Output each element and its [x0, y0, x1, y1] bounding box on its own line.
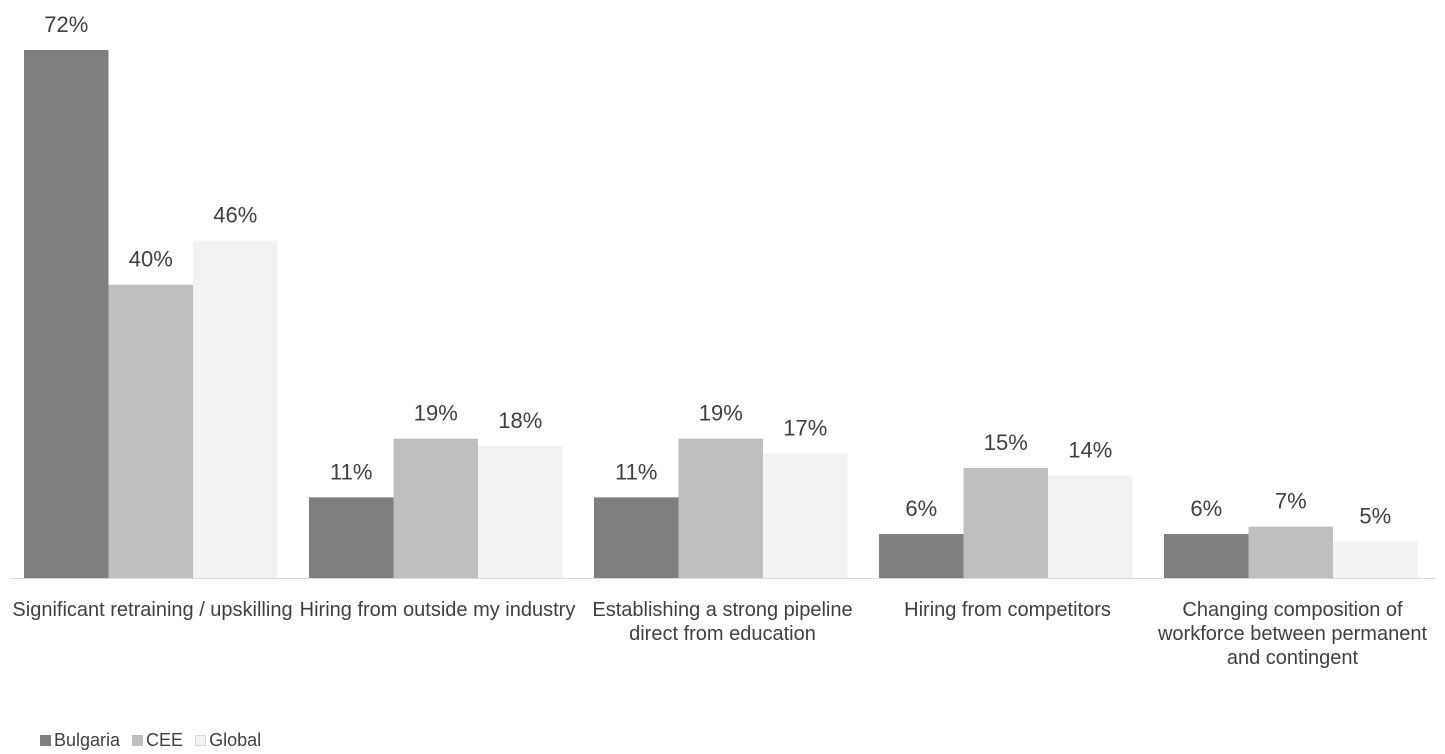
- bar-bulgaria-4: [879, 534, 964, 578]
- bar-global-2: [478, 446, 563, 578]
- data-label-cee-5: 7%: [1275, 489, 1307, 514]
- bar-cee-4: [963, 468, 1048, 578]
- legend-label-cee: CEE: [146, 730, 184, 750]
- bar-cee-2: [393, 438, 478, 578]
- bar-cee-1: [108, 284, 193, 578]
- data-label-global-1: 46%: [213, 203, 257, 228]
- data-label-bulgaria-2: 11%: [330, 459, 372, 484]
- data-label-bulgaria-5: 6%: [1190, 496, 1222, 521]
- data-label-bulgaria-3: 11%: [615, 459, 657, 484]
- bar-bulgaria-5: [1164, 534, 1249, 578]
- bar-global-3: [763, 453, 848, 578]
- legend-label-global: Global: [209, 730, 262, 750]
- legend-swatch-global: [195, 734, 207, 746]
- data-label-global-3: 17%: [783, 415, 827, 440]
- legend-label-bulgaria: Bulgaria: [54, 730, 121, 750]
- data-label-global-4: 14%: [1068, 437, 1112, 462]
- category-label-4: Hiring from competitors: [904, 599, 1111, 621]
- legend: Bulgaria CEE Global: [40, 730, 273, 750]
- category-label-1: Significant retraining / upskilling: [12, 599, 293, 621]
- bar-cee-3: [678, 438, 763, 578]
- legend-swatch-cee: [132, 734, 144, 746]
- bar-cee-5: [1248, 526, 1333, 578]
- category-label-5: Changing composition of workforce betwee…: [1157, 599, 1428, 669]
- legend-item-cee: CEE: [132, 730, 183, 750]
- legend-item-bulgaria: Bulgaria: [40, 730, 120, 750]
- legend-swatch-bulgaria: [40, 734, 51, 746]
- bar-bulgaria-3: [594, 497, 679, 578]
- category-label-3: Establishing a strong pipeline direct fr…: [592, 599, 853, 645]
- bar-global-1: [193, 240, 278, 578]
- data-label-cee-3: 19%: [699, 401, 743, 426]
- bar-global-5: [1333, 541, 1418, 578]
- legend-item-global: Global: [195, 730, 261, 750]
- bar-bulgaria-1: [24, 50, 109, 578]
- data-label-global-2: 18%: [498, 408, 542, 433]
- data-label-global-5: 5%: [1359, 503, 1391, 528]
- data-label-cee-4: 15%: [984, 430, 1028, 455]
- category-label-2: Hiring from outside my industry: [299, 599, 576, 621]
- data-label-bulgaria-4: 6%: [905, 496, 937, 521]
- bar-bulgaria-2: [309, 497, 394, 578]
- bar-global-4: [1048, 475, 1133, 578]
- data-label-cee-2: 19%: [414, 401, 458, 426]
- data-label-bulgaria-1: 72%: [44, 12, 88, 37]
- data-label-cee-1: 40%: [129, 247, 173, 272]
